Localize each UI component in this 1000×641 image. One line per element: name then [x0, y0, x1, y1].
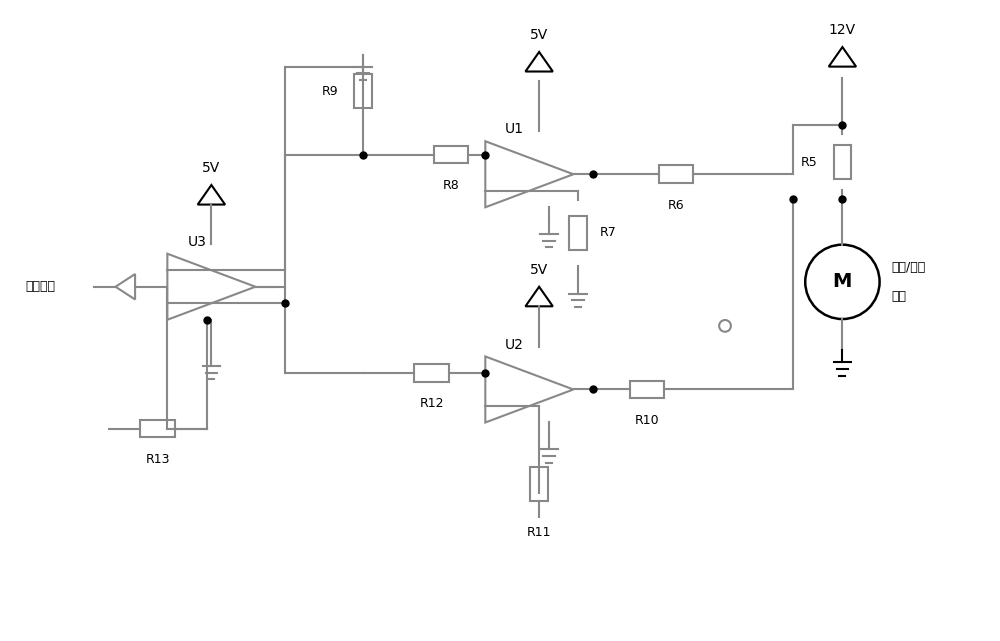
Text: R8: R8 — [443, 179, 459, 192]
Text: M: M — [833, 272, 852, 292]
Text: U3: U3 — [187, 235, 206, 249]
Text: R12: R12 — [419, 397, 444, 410]
Text: 5V: 5V — [530, 28, 548, 42]
FancyBboxPatch shape — [834, 145, 851, 179]
Text: 电机: 电机 — [891, 290, 906, 303]
FancyBboxPatch shape — [569, 216, 587, 250]
Text: R6: R6 — [668, 199, 684, 212]
Text: 12V: 12V — [829, 23, 856, 37]
FancyBboxPatch shape — [659, 165, 693, 183]
FancyBboxPatch shape — [530, 467, 548, 501]
Text: 5V: 5V — [202, 162, 221, 175]
FancyBboxPatch shape — [414, 364, 449, 382]
Text: U1: U1 — [505, 122, 524, 137]
Text: 背门/尾门: 背门/尾门 — [891, 261, 926, 274]
Text: 电机电流: 电机电流 — [26, 280, 56, 293]
Text: R9: R9 — [322, 85, 339, 97]
Text: R11: R11 — [527, 526, 551, 540]
Text: R10: R10 — [634, 414, 659, 427]
Circle shape — [719, 320, 731, 332]
Text: R13: R13 — [145, 453, 170, 466]
FancyBboxPatch shape — [140, 420, 175, 437]
Text: U2: U2 — [505, 338, 524, 351]
Text: R7: R7 — [600, 226, 617, 240]
FancyBboxPatch shape — [434, 146, 468, 163]
Text: 5V: 5V — [530, 263, 548, 277]
Text: R5: R5 — [801, 156, 818, 169]
FancyBboxPatch shape — [354, 74, 372, 108]
FancyBboxPatch shape — [630, 381, 664, 398]
